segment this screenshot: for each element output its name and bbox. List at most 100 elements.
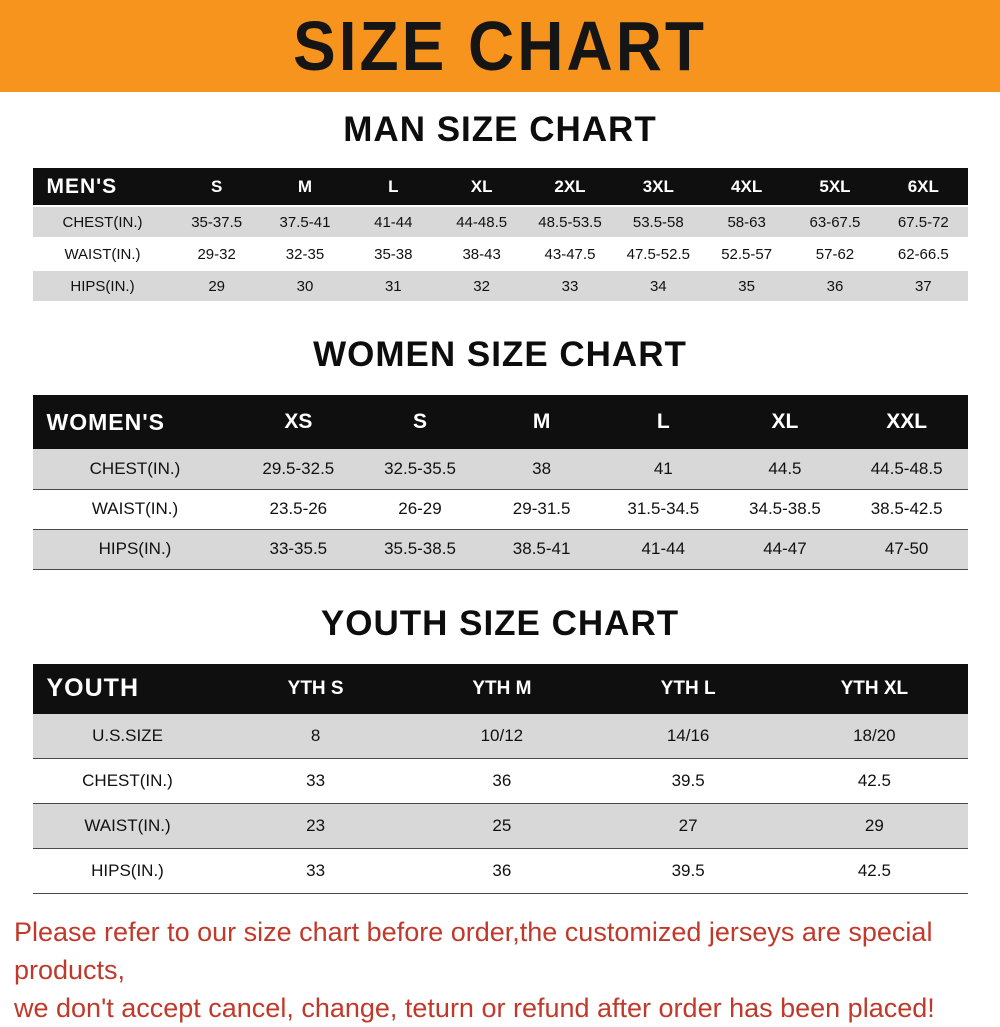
measurement-row: WAIST(IN.) 29-32 32-35 35-38 38-43 43-47.5 47.… (32, 237, 968, 271)
measurement-label: WAIST(IN.) (32, 237, 173, 271)
measurement-value: 63-67.5 (790, 205, 880, 239)
size-column-header: 5XL (819, 176, 851, 196)
measurement-value: 10/12 (408, 713, 595, 759)
measurement-value: 44-48.5 (437, 205, 526, 239)
measurement-value: 38.5-42.5 (845, 489, 968, 530)
measurement-value: 42.5 (781, 758, 968, 804)
measurement-row: HIPS(IN.) 33-35.5 35.5-38.5 38.5-41 41-44 44-… (32, 529, 968, 570)
measurement-value: 32-35 (260, 237, 350, 271)
measurement-value: 37 (879, 269, 968, 303)
youth-size-chart-section: YOUTH SIZE CHART YOUTH YTH S YTH M YTH L YTH … (0, 604, 1000, 894)
measurement-value: 23 (222, 803, 409, 849)
measurement-value: 36 (790, 269, 880, 303)
measurement-row: CHEST(IN.) 29.5-32.5 32.5-35.5 38 41 44.5 44.5… (32, 449, 968, 490)
measurement-value: 35-37.5 (172, 205, 261, 239)
size-column-header: 4XL (731, 176, 763, 196)
measurement-label: HIPS(IN.) (32, 848, 223, 894)
size-column-header: M (297, 176, 313, 196)
measurement-value: 25 (408, 803, 595, 849)
measurement-value: 39.5 (595, 848, 782, 894)
measurement-value: 34 (614, 269, 703, 303)
measurement-value: 29.5-32.5 (237, 449, 360, 490)
women-table-title: WOMEN'S (46, 408, 166, 435)
women-size-table: WOMEN'S XS S M L XL XXL CHEST(IN.) 29.5-32.5 32.5… (32, 395, 968, 570)
men-size-chart-section: MAN SIZE CHART MEN'S S M L XL 2XL 3XL 4XL 5XL 6XL C… (0, 110, 1000, 303)
measurement-value: 36 (408, 848, 595, 894)
youth-size-table: YOUTH YTH S YTH M YTH L YTH XL U.S.SIZE 8 10/12… (32, 663, 968, 894)
measurement-value: 47.5-52.5 (614, 237, 703, 271)
measurement-value: 26-29 (359, 489, 481, 530)
measurement-value: 52.5-57 (702, 237, 791, 271)
size-column-header: L (388, 176, 399, 196)
measurement-value: 44.5-48.5 (845, 449, 968, 490)
notice-line-2: we don't accept cancel, change, teturn o… (14, 992, 935, 1023)
measurement-label: WAIST(IN.) (32, 489, 238, 530)
measurement-row: WAIST(IN.) 23 25 27 29 (32, 803, 968, 849)
measurement-value: 32 (437, 269, 526, 303)
measurement-label: CHEST(IN.) (32, 205, 173, 239)
footer-notice: Please refer to our size chart before or… (0, 914, 1000, 1027)
measurement-row: WAIST(IN.) 23.5-26 26-29 29-31.5 31.5-34.5 34… (32, 489, 968, 530)
measurement-row: U.S.SIZE 8 10/12 14/16 18/20 (32, 713, 968, 759)
size-column-header: XL (470, 176, 493, 196)
size-column-header: YTH S (287, 677, 344, 699)
page-title: SIZE CHART (293, 7, 707, 85)
measurement-value: 29 (172, 269, 261, 303)
measurement-value: 44.5 (724, 449, 846, 490)
measurement-value: 38 (480, 449, 603, 490)
men-table-title: MEN'S (46, 174, 118, 198)
measurement-value: 8 (222, 713, 409, 759)
measurement-value: 18/20 (781, 713, 968, 759)
measurement-row: CHEST(IN.) 33 36 39.5 42.5 (32, 758, 968, 804)
youth-table-header-row: YOUTH YTH S YTH M YTH L YTH XL (32, 663, 968, 714)
size-column-header: 3XL (642, 176, 674, 196)
measurement-value: 31.5-34.5 (602, 489, 725, 530)
measurement-value: 23.5-26 (237, 489, 360, 530)
measurement-value: 38.5-41 (480, 529, 603, 570)
measurement-value: 58-63 (702, 205, 791, 239)
measurement-value: 30 (260, 269, 350, 303)
measurement-label: U.S.SIZE (32, 713, 223, 759)
size-column-header: XXL (886, 410, 928, 433)
measurement-value: 57-62 (790, 237, 880, 271)
measurement-value: 44-47 (724, 529, 846, 570)
men-table-header-row: MEN'S S M L XL 2XL 3XL 4XL 5XL 6XL (32, 168, 968, 206)
size-column-header: YTH L (660, 677, 716, 699)
notice-line-1: Please refer to our size chart before or… (14, 917, 933, 985)
measurement-value: 33 (222, 758, 409, 804)
measurement-value: 41-44 (602, 529, 725, 570)
measurement-value: 35-38 (349, 237, 438, 271)
measurement-value: 36 (408, 758, 595, 804)
measurement-value: 33 (525, 269, 615, 303)
measurement-value: 29-32 (172, 237, 261, 271)
measurement-value: 29-31.5 (480, 489, 603, 530)
size-chart-sections: MAN SIZE CHART MEN'S S M L XL 2XL 3XL 4XL 5XL 6XL C… (0, 110, 1000, 894)
measurement-value: 62-66.5 (879, 237, 968, 271)
measurement-value: 29 (781, 803, 968, 849)
measurement-value: 34.5-38.5 (724, 489, 846, 530)
measurement-value: 31 (349, 269, 438, 303)
measurement-value: 35 (702, 269, 791, 303)
measurement-value: 67.5-72 (879, 205, 968, 239)
measurement-value: 43-47.5 (525, 237, 615, 271)
measurement-label: CHEST(IN.) (32, 449, 238, 490)
measurement-value: 33-35.5 (237, 529, 360, 570)
measurement-value: 47-50 (845, 529, 968, 570)
banner: SIZE CHART (0, 0, 1000, 92)
measurement-value: 35.5-38.5 (359, 529, 481, 570)
women-table-header-row: WOMEN'S XS S M L XL XXL (32, 395, 968, 449)
size-column-header: YTH M (472, 677, 532, 699)
youth-table-title: YOUTH (46, 674, 139, 702)
size-column-header: S (412, 410, 427, 433)
measurement-value: 32.5-35.5 (359, 449, 481, 490)
women-section-heading: WOMEN SIZE CHART (313, 335, 687, 374)
measurement-value: 48.5-53.5 (525, 205, 615, 239)
measurement-label: HIPS(IN.) (32, 529, 238, 570)
measurement-value: 42.5 (781, 848, 968, 894)
measurement-value: 37.5-41 (260, 205, 350, 239)
measurement-row: CHEST(IN.) 35-37.5 37.5-41 41-44 44-48.5 48.5… (32, 205, 968, 239)
measurement-value: 33 (222, 848, 409, 894)
measurement-label: HIPS(IN.) (32, 269, 173, 303)
measurement-value: 14/16 (595, 713, 782, 759)
measurement-label: CHEST(IN.) (32, 758, 223, 804)
